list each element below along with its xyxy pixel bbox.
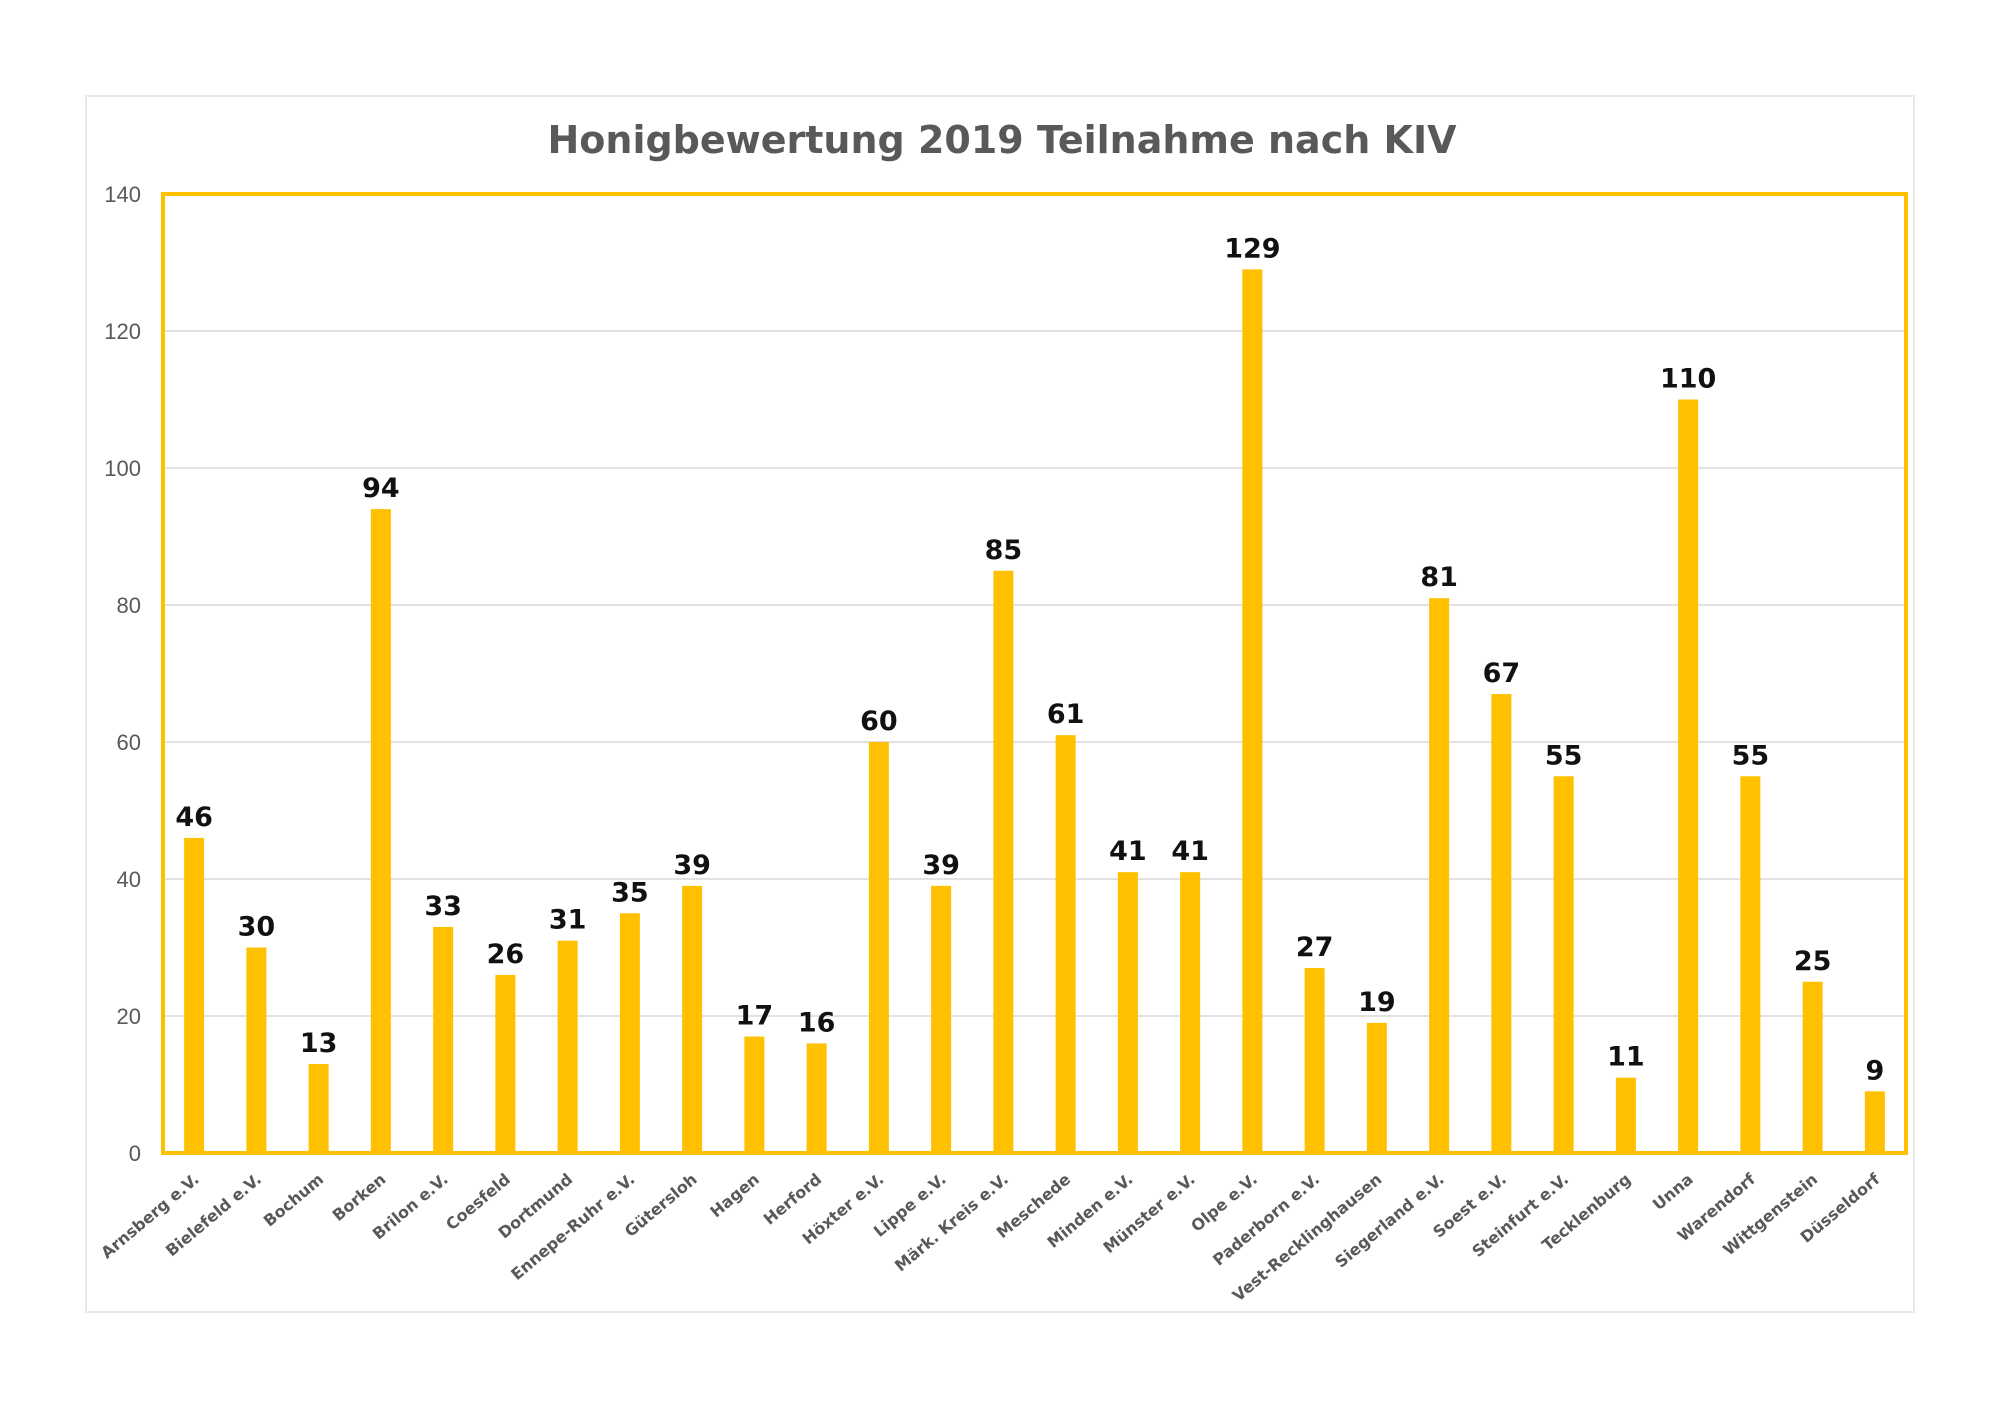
x-tick-label: Hagen xyxy=(706,1170,763,1222)
data-label: 39 xyxy=(673,850,711,881)
data-label: 27 xyxy=(1296,932,1334,963)
bar xyxy=(1366,1022,1387,1153)
bar xyxy=(1242,269,1263,1154)
data-label: 55 xyxy=(1545,740,1583,771)
data-label: 26 xyxy=(487,939,525,970)
x-tick-label: Borken xyxy=(329,1170,390,1225)
bar xyxy=(1491,694,1512,1153)
data-label: 67 xyxy=(1483,658,1521,689)
bar xyxy=(619,913,640,1153)
bar xyxy=(1678,399,1699,1153)
bar xyxy=(744,1036,765,1153)
bar xyxy=(246,947,267,1153)
bar xyxy=(370,509,391,1154)
bar xyxy=(1180,872,1201,1153)
data-label: 11 xyxy=(1607,1042,1645,1073)
chart-title: Honigbewertung 2019 Teilnahme nach KIV xyxy=(547,118,1457,162)
bars xyxy=(184,269,1885,1154)
y-tick-label: 0 xyxy=(129,1141,141,1166)
bar xyxy=(1802,981,1823,1153)
data-label: 61 xyxy=(1047,699,1085,730)
data-label: 41 xyxy=(1109,836,1147,867)
bar xyxy=(868,742,889,1153)
x-axis-ticks: Arnsberg e.V.Bielefeld e.V.Bochum BorkenB… xyxy=(97,1169,1884,1305)
data-label: 129 xyxy=(1224,233,1280,264)
data-label: 9 xyxy=(1865,1055,1884,1086)
y-tick-label: 20 xyxy=(117,1004,141,1029)
bar xyxy=(1304,968,1325,1153)
bar xyxy=(1429,598,1450,1153)
bar xyxy=(495,974,516,1153)
y-tick-label: 80 xyxy=(117,593,141,618)
bar xyxy=(308,1063,329,1153)
bar xyxy=(1864,1091,1885,1153)
bar xyxy=(682,885,703,1153)
bar xyxy=(184,837,205,1153)
plot-area-border xyxy=(161,192,1908,1155)
data-label: 55 xyxy=(1732,740,1770,771)
y-tick-label: 140 xyxy=(104,182,141,207)
x-tick-label: Paderborn e.V. xyxy=(1209,1170,1323,1270)
bar xyxy=(433,926,454,1153)
data-label: 17 xyxy=(736,1001,774,1032)
data-label: 81 xyxy=(1420,562,1458,593)
bar xyxy=(931,885,952,1153)
y-axis-ticks: 0 20 40 60 80 100 120 140 xyxy=(104,182,141,1166)
bar xyxy=(1740,776,1761,1153)
y-tick-label: 60 xyxy=(117,730,141,755)
data-label: 39 xyxy=(922,850,960,881)
x-tick-label: Bochum xyxy=(260,1170,327,1231)
data-label: 31 xyxy=(549,905,587,936)
data-label: 13 xyxy=(300,1028,338,1059)
data-label: 30 xyxy=(238,912,276,943)
bar xyxy=(1615,1077,1636,1153)
data-label: 25 xyxy=(1794,946,1832,977)
data-label: 16 xyxy=(798,1007,836,1038)
x-tick-label: Märk. Kreis e.V. xyxy=(891,1170,1012,1276)
x-tick-label: Siegerland e.V. xyxy=(1331,1170,1447,1272)
bar xyxy=(557,940,578,1153)
bar xyxy=(1553,776,1574,1153)
data-label: 35 xyxy=(611,877,649,908)
data-label: 60 xyxy=(860,706,898,737)
data-label: 46 xyxy=(175,802,213,833)
data-label: 85 xyxy=(985,535,1023,566)
data-label: 19 xyxy=(1358,987,1396,1018)
y-tick-label: 40 xyxy=(117,867,141,892)
data-label: 94 xyxy=(362,473,400,504)
data-label: 41 xyxy=(1171,836,1209,867)
bar xyxy=(806,1043,827,1153)
bar xyxy=(993,570,1014,1153)
bar xyxy=(1055,735,1076,1153)
data-label: 33 xyxy=(424,891,462,922)
bar xyxy=(1117,872,1138,1153)
gridlines xyxy=(163,330,1906,1017)
y-tick-label: 120 xyxy=(104,319,141,344)
y-tick-label: 100 xyxy=(104,456,141,481)
x-tick-label: Unna xyxy=(1649,1170,1697,1214)
data-label: 110 xyxy=(1660,364,1716,395)
data-labels: 46 30 13 94 33 26 31 35 39 17 16 60 39 85 61 41 41 129 27 1… xyxy=(175,233,1884,1086)
